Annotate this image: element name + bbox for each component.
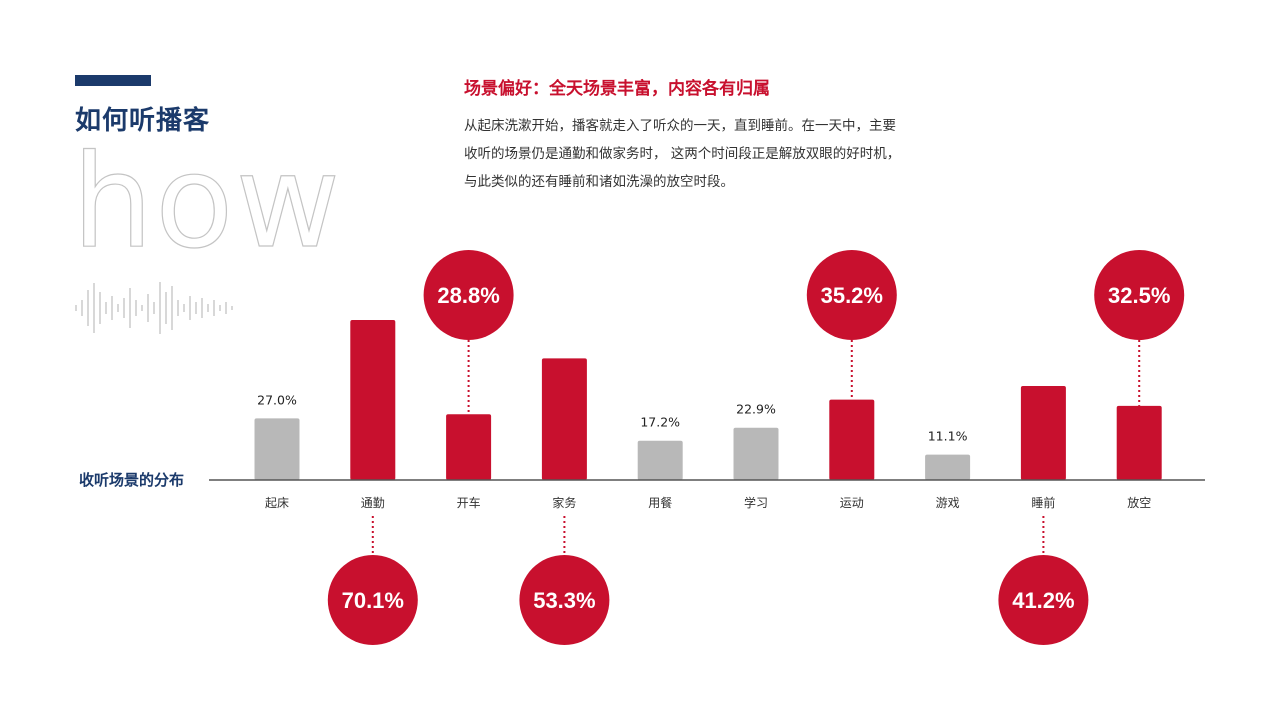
data-label-9: 32.5% <box>1108 283 1170 308</box>
data-label-3: 53.3% <box>533 588 595 613</box>
sound-wave-icon <box>75 282 233 334</box>
section-subtitle: 场景偏好：全天场景丰富，内容各有归属 <box>464 79 770 99</box>
tick-label-2: 开车 <box>457 495 481 510</box>
bar-6 <box>829 399 875 480</box>
chart-title: 收听场景的分布 <box>79 471 185 489</box>
callout-circle-2 <box>423 250 514 340</box>
bar-4 <box>637 440 683 480</box>
tick-label-9: 放空 <box>1127 495 1151 510</box>
bar-5 <box>733 427 779 480</box>
tick-label-0: 起床 <box>265 496 289 510</box>
bar-0 <box>254 418 300 480</box>
data-label-8: 41.2% <box>1012 588 1074 613</box>
callout-circle-9 <box>1094 250 1185 340</box>
bar-2 <box>446 414 492 480</box>
callout-circle-3 <box>519 555 610 645</box>
callout-circle-8 <box>998 555 1089 645</box>
data-label-4: 17.2% <box>640 415 680 430</box>
title-accent-bar <box>75 75 151 86</box>
data-label-6: 35.2% <box>821 283 883 308</box>
bar-8 <box>1020 385 1066 480</box>
description-text: 从起床洗漱开始，播客就走入了听众的一天，直到睡前。在一天中，主要收听的场景仍是通… <box>464 118 901 190</box>
data-label-0: 27.0% <box>257 392 297 407</box>
bar-9 <box>1116 405 1162 480</box>
callout-circle-1 <box>327 555 418 645</box>
tick-label-8: 睡前 <box>1031 495 1055 510</box>
bar-1 <box>350 320 396 480</box>
bar-7 <box>925 454 971 480</box>
tick-label-5: 学习 <box>744 495 768 510</box>
data-label-5: 22.9% <box>736 402 776 417</box>
page-title: 如何听播客 <box>75 106 211 136</box>
data-label-7: 11.1% <box>928 429 968 444</box>
tick-label-1: 通勤 <box>361 496 385 510</box>
tick-label-7: 游戏 <box>936 496 960 510</box>
how-watermark: how <box>71 127 343 277</box>
data-label-2: 28.8% <box>437 283 499 308</box>
callout-circle-6 <box>806 250 897 340</box>
data-label-1: 70.1% <box>342 588 404 613</box>
tick-label-4: 用餐 <box>648 495 672 510</box>
tick-label-6: 运动 <box>840 496 864 510</box>
bar-3 <box>541 358 587 480</box>
tick-label-3: 家务 <box>552 495 576 510</box>
